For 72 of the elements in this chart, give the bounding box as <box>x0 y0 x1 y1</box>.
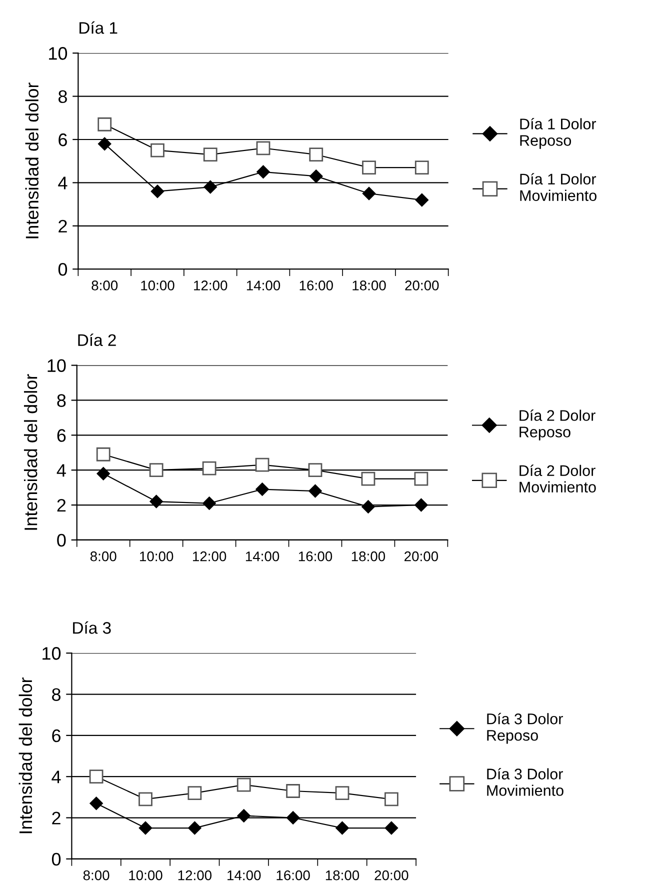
x-tick-label: 8:00 <box>90 551 116 562</box>
y-tick-label: 4 <box>52 770 61 784</box>
chart-title: Día 3 <box>73 621 111 634</box>
y-tick-label: 2 <box>58 220 67 232</box>
legend-label: Día 2 Dolor Movimiento <box>520 464 596 493</box>
chart-title: Día 2 <box>78 334 116 346</box>
point <box>96 466 110 480</box>
point <box>188 821 202 835</box>
point <box>308 484 322 498</box>
y-tick-label: 4 <box>58 176 68 190</box>
point <box>310 170 323 183</box>
point <box>256 165 270 178</box>
y-tick-label: 10 <box>48 359 66 372</box>
y-axis-title: Intensidad del dolor <box>18 678 32 834</box>
point <box>138 821 152 835</box>
point <box>98 137 112 150</box>
point <box>150 494 163 508</box>
point <box>90 796 103 810</box>
x-tick-label: 20:00 <box>374 870 408 880</box>
y-tick-label: 2 <box>57 498 66 512</box>
y-tick-label: 6 <box>52 729 60 742</box>
x-tick-label: 8:00 <box>83 870 110 880</box>
y-tick-label: 8 <box>57 394 66 407</box>
legend-label: Día 3 Dolor Reposo <box>487 712 563 744</box>
y-tick-label: 0 <box>57 534 66 547</box>
x-tick-label: 14:00 <box>246 280 280 290</box>
x-tick-label: 20:00 <box>404 551 438 562</box>
x-tick-label: 14:00 <box>228 870 261 880</box>
x-tick-label: 20:00 <box>405 280 439 290</box>
x-tick-label: 12:00 <box>178 870 212 880</box>
point <box>150 184 164 198</box>
x-tick-label: 18:00 <box>352 280 386 290</box>
y-tick-label: 0 <box>58 263 68 276</box>
legend-label: Día 2 Dolor Reposo <box>520 410 596 440</box>
x-tick-label: 10:00 <box>129 870 162 880</box>
x-tick-label: 14:00 <box>246 551 280 562</box>
y-tick-label: 0 <box>52 852 61 866</box>
point <box>336 821 349 835</box>
x-tick-label: 10:00 <box>141 280 174 290</box>
point <box>237 809 250 822</box>
x-tick-label: 16:00 <box>276 870 310 880</box>
legend-label: Día 1 Dolor Reposo <box>520 118 596 149</box>
y-tick-label: 8 <box>58 90 67 104</box>
x-tick-label: 18:00 <box>326 870 360 880</box>
x-tick-label: 18:00 <box>352 551 386 562</box>
point <box>362 500 375 514</box>
y-tick-label: 10 <box>49 47 68 60</box>
legend-label: Día 1 Dolor Movimiento <box>520 173 596 201</box>
point <box>202 496 216 510</box>
legend-label: Día 3 Dolor Movimiento <box>487 768 564 796</box>
x-tick-label: 12:00 <box>194 280 228 290</box>
y-axis-title: Intensidad del dolor <box>25 82 39 238</box>
chart-title: Día 1 <box>80 21 118 34</box>
x-tick-label: 12:00 <box>192 551 226 562</box>
point <box>204 180 217 194</box>
point <box>415 193 428 207</box>
y-tick-label: 10 <box>42 647 61 660</box>
y-tick-label: 8 <box>52 688 61 701</box>
point <box>286 811 300 824</box>
point <box>384 821 398 835</box>
point <box>256 482 269 496</box>
x-tick-label: 8:00 <box>92 280 118 290</box>
y-tick-label: 2 <box>52 812 60 824</box>
y-tick-label: 4 <box>56 464 66 477</box>
y-tick-label: 6 <box>57 429 66 442</box>
x-tick-label: 16:00 <box>298 551 332 562</box>
x-tick-label: 16:00 <box>300 280 333 290</box>
y-axis-title: Intensidad del dolor <box>24 374 38 530</box>
y-tick-label: 6 <box>58 133 67 146</box>
x-tick-label: 10:00 <box>140 551 174 562</box>
point <box>362 186 376 200</box>
point <box>414 498 428 512</box>
